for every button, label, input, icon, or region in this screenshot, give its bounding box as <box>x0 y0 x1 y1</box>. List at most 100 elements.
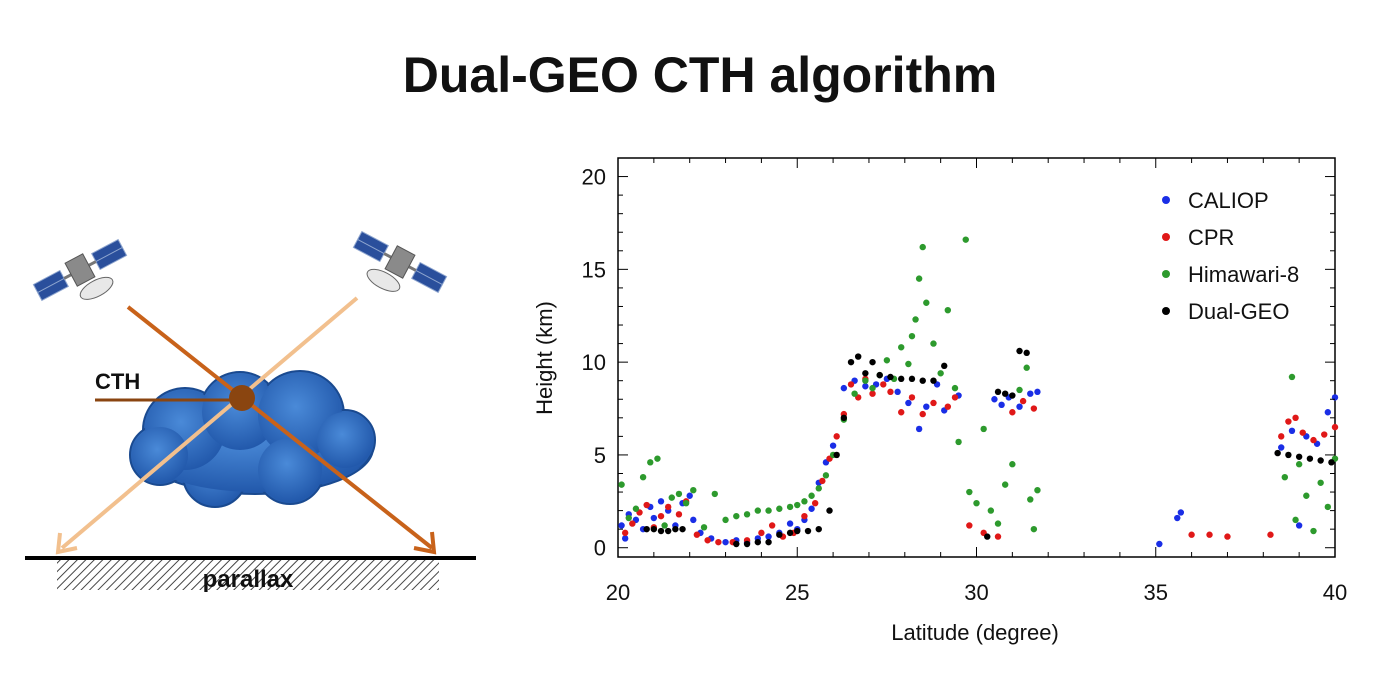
point-dual-geo <box>743 540 751 548</box>
point-himawari-8 <box>776 505 783 512</box>
legend-label-caliop: CALIOP <box>1188 188 1269 213</box>
point-cpr <box>715 538 722 546</box>
point-himawari-8 <box>1027 496 1034 503</box>
point-himawari-8 <box>1295 461 1303 468</box>
point-himawari-8 <box>1292 516 1299 524</box>
y-tick-label: 10 <box>582 350 606 375</box>
point-caliop <box>686 492 693 499</box>
point-cpr <box>768 522 776 529</box>
point-cpr <box>887 388 894 396</box>
point-dual-geo <box>643 525 650 533</box>
cloud-puff <box>258 438 322 502</box>
point-himawari-8 <box>1281 474 1289 481</box>
y-tick-label: 0 <box>594 536 606 561</box>
point-dual-geo <box>754 538 762 546</box>
point-dual-geo <box>941 362 948 370</box>
point-cpr <box>1321 431 1328 438</box>
point-caliop <box>1288 427 1296 435</box>
point-himawari-8 <box>966 488 973 496</box>
point-dual-geo <box>1328 459 1335 466</box>
point-dual-geo <box>794 527 801 535</box>
point-himawari-8 <box>980 425 987 433</box>
point-cpr <box>629 520 636 527</box>
ray-arrowhead-right <box>413 531 437 555</box>
point-himawari-8 <box>883 357 891 364</box>
series-cpr <box>621 375 1339 546</box>
point-himawari-8 <box>973 499 980 507</box>
point-cpr <box>704 537 711 544</box>
point-himawari-8 <box>955 438 962 446</box>
point-dual-geo <box>1285 451 1292 459</box>
point-himawari-8 <box>937 370 944 377</box>
point-himawari-8 <box>808 492 815 499</box>
point-cpr <box>1206 531 1213 538</box>
point-caliop <box>991 396 998 403</box>
point-caliop <box>1027 390 1034 397</box>
point-himawari-8 <box>754 507 762 514</box>
point-himawari-8 <box>815 485 822 492</box>
point-himawari-8 <box>639 474 647 481</box>
point-himawari-8 <box>962 236 969 243</box>
plot-area-frame <box>617 157 1336 558</box>
point-dual-geo <box>876 371 883 379</box>
point-himawari-8 <box>1310 527 1317 535</box>
point-dual-geo <box>733 540 740 548</box>
point-cpr <box>880 381 887 388</box>
point-caliop <box>1324 409 1332 416</box>
point-dual-geo <box>919 377 926 384</box>
point-himawari-8 <box>905 360 912 368</box>
point-caliop <box>786 520 794 527</box>
point-cpr <box>657 512 665 520</box>
point-himawari-8 <box>690 486 697 494</box>
point-cpr <box>693 531 701 538</box>
point-caliop <box>1034 388 1041 396</box>
point-dual-geo <box>804 527 812 535</box>
point-cpr <box>801 512 808 520</box>
legend-marker-dual-geo <box>1162 307 1170 315</box>
cloud-puff <box>132 427 188 483</box>
point-himawari-8 <box>851 390 858 397</box>
legend-marker-caliop <box>1162 196 1170 204</box>
point-caliop <box>722 538 729 546</box>
point-himawari-8 <box>654 455 661 462</box>
point-dual-geo <box>840 414 848 422</box>
y-tick-label: 5 <box>594 443 606 468</box>
point-himawari-8 <box>711 490 718 498</box>
point-caliop <box>905 399 912 407</box>
cloud-puff <box>317 412 373 468</box>
point-cpr <box>1278 433 1285 440</box>
point-himawari-8 <box>908 332 916 340</box>
point-himawari-8 <box>923 299 930 306</box>
point-cpr <box>643 501 650 509</box>
point-cpr <box>919 410 926 418</box>
point-himawari-8 <box>625 514 632 522</box>
point-cpr <box>1331 423 1339 431</box>
point-himawari-8 <box>944 306 952 314</box>
point-himawari-8 <box>1317 479 1324 486</box>
point-caliop <box>1177 509 1185 516</box>
point-himawari-8 <box>700 524 708 531</box>
point-himawari-8 <box>1030 525 1038 533</box>
point-himawari-8 <box>919 243 926 251</box>
x-axis-title: Latitude (degree) <box>891 620 1059 645</box>
point-himawari-8 <box>647 459 654 466</box>
point-caliop <box>1156 540 1163 548</box>
point-himawari-8 <box>915 275 923 282</box>
point-dual-geo <box>1023 349 1030 357</box>
point-dual-geo <box>862 370 869 377</box>
point-cpr <box>1310 436 1317 444</box>
cloud-puff <box>202 374 278 450</box>
point-cpr <box>664 503 672 511</box>
x-tick-label: 30 <box>964 580 988 605</box>
point-dual-geo <box>984 533 991 540</box>
point-dual-geo <box>1009 392 1016 399</box>
x-tick-label: 25 <box>785 580 809 605</box>
point-caliop <box>829 442 837 449</box>
point-himawari-8 <box>1001 481 1009 488</box>
point-dual-geo <box>994 388 1002 396</box>
point-dual-geo <box>672 525 679 533</box>
parallax-label: parallax <box>203 566 294 593</box>
point-himawari-8 <box>1324 503 1332 511</box>
point-dual-geo <box>657 527 665 535</box>
